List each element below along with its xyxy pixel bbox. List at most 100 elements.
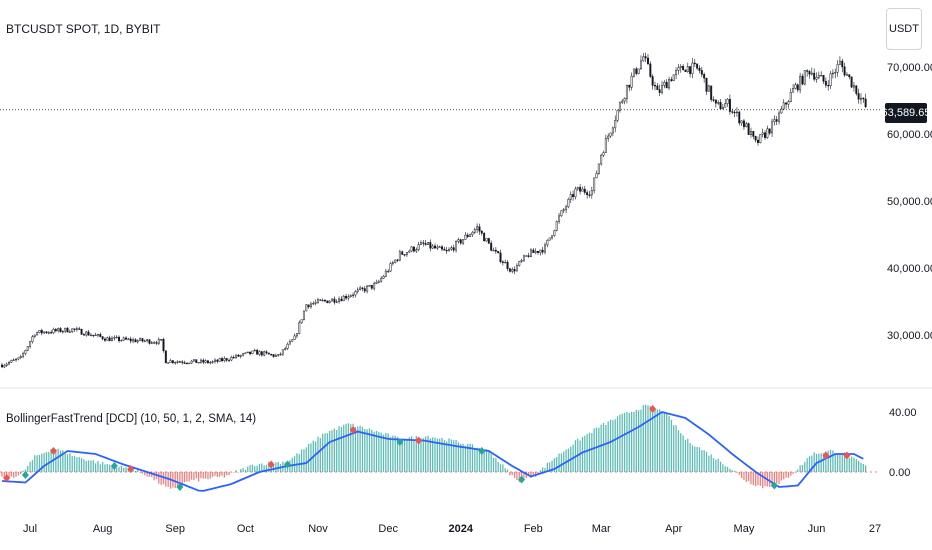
candle xyxy=(431,245,434,249)
hist-bar-up xyxy=(350,424,352,472)
hist-bar-up xyxy=(846,454,848,472)
hist-bar-down xyxy=(738,472,740,475)
candle xyxy=(757,139,759,143)
price-y-tick-label: 60,000.00 xyxy=(887,129,932,141)
candle xyxy=(815,77,818,80)
hist-bar-down xyxy=(193,472,195,481)
candle xyxy=(284,348,287,350)
hist-bar-up xyxy=(705,451,708,472)
hist-bar-down xyxy=(207,472,209,480)
candle xyxy=(22,353,25,357)
hist-bar-up xyxy=(804,461,806,472)
candle xyxy=(728,98,731,112)
hist-bar-down xyxy=(509,472,511,476)
hist-bar-up xyxy=(303,449,305,472)
hist-bar-up xyxy=(92,460,94,472)
candle xyxy=(429,242,432,249)
candle xyxy=(223,358,226,361)
hist-bar-up xyxy=(623,412,626,472)
hist-bar-up xyxy=(120,465,123,472)
candle xyxy=(251,350,254,355)
hist-bar-up xyxy=(394,435,396,472)
candle xyxy=(78,328,81,330)
hist-bar-up xyxy=(485,449,488,472)
hist-bar-up xyxy=(556,457,558,472)
hist-bar-up xyxy=(371,429,373,472)
hist-bar-up xyxy=(609,419,612,472)
candle xyxy=(850,76,853,88)
candle xyxy=(480,230,483,234)
hist-bar-up xyxy=(850,456,853,472)
hist-bar-up xyxy=(59,450,62,472)
hist-bar-up xyxy=(836,453,839,472)
candle xyxy=(785,102,788,105)
candle xyxy=(401,251,404,255)
candle xyxy=(560,210,563,217)
hist-bar-down xyxy=(785,472,787,478)
hist-bar-down xyxy=(747,472,750,482)
hist-bar-up xyxy=(703,450,705,472)
candle xyxy=(443,248,446,251)
hist-bar-up xyxy=(275,462,277,472)
hist-bar-up xyxy=(375,430,378,472)
hist-bar-up xyxy=(670,419,673,472)
candle xyxy=(221,358,223,361)
candle xyxy=(412,246,415,252)
indicator-title[interactable]: BollingerFastTrend [DCD] (10, 50, 1, 2, … xyxy=(6,413,257,425)
hist-bar-up xyxy=(111,465,113,472)
hist-bar-down xyxy=(221,472,223,476)
candle xyxy=(773,119,776,123)
candle xyxy=(607,135,610,139)
hist-bar-up xyxy=(581,437,584,472)
hist-bar-up xyxy=(41,453,43,472)
hist-bar-down xyxy=(6,472,8,476)
price-y-axis[interactable]: 70,000.00 60,000.00 50,000.00 40,000.00 30,0… xyxy=(887,62,932,342)
candle xyxy=(820,75,823,77)
hist-bar-up xyxy=(832,450,834,472)
candle xyxy=(508,268,511,272)
candle xyxy=(665,81,668,89)
candle xyxy=(476,226,479,230)
candle xyxy=(94,334,97,337)
hist-bar-up xyxy=(366,429,368,472)
candle xyxy=(82,334,85,336)
hist-bar-up xyxy=(296,453,298,472)
hist-bar-up xyxy=(247,466,249,472)
hist-bar-up xyxy=(612,420,614,472)
candle xyxy=(129,338,132,342)
hist-bar-up xyxy=(317,436,319,472)
candle xyxy=(485,238,488,242)
candle xyxy=(504,261,507,264)
candle xyxy=(195,359,198,363)
candle xyxy=(216,359,219,362)
hist-bar-up xyxy=(357,426,359,472)
currency-button[interactable]: USDT xyxy=(886,8,922,50)
candle xyxy=(661,85,664,93)
hist-bar-up xyxy=(642,405,644,472)
candle xyxy=(335,301,338,303)
candle xyxy=(120,339,123,342)
candle xyxy=(96,334,99,336)
candle xyxy=(380,278,383,282)
candle xyxy=(651,76,654,86)
candle xyxy=(157,339,160,344)
candle xyxy=(288,341,291,345)
hist-bar-up xyxy=(261,463,263,472)
hist-bar-up xyxy=(424,436,427,472)
candle xyxy=(462,239,465,244)
hist-bar-up xyxy=(422,438,424,472)
candle xyxy=(691,62,694,74)
hist-bar-up xyxy=(492,457,495,472)
candle xyxy=(490,242,493,251)
hist-bar-up xyxy=(621,413,623,472)
hist-bar-up xyxy=(546,462,548,472)
time-axis[interactable]: Jul Aug Sep Oct Nov Dec 2024 Feb Mar Apr May Jun 27 xyxy=(23,523,881,535)
hist-bar-up xyxy=(626,411,628,472)
hist-bar-up xyxy=(258,463,261,472)
hist-bar-up xyxy=(448,438,450,472)
hist-bar-up xyxy=(85,460,87,472)
indicator-y-axis[interactable]: 40.00 0.00 xyxy=(889,407,917,479)
hist-bar-up xyxy=(338,426,340,472)
hist-bar-up xyxy=(820,453,822,472)
